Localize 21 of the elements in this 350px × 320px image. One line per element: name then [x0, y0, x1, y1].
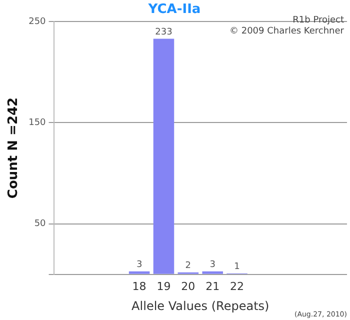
data-label: 1 [234, 262, 240, 272]
x-tick-label: 20 [181, 280, 196, 293]
chart-title: YCA-IIa [147, 2, 201, 18]
annotation: © 2009 Charles Kerchner [229, 26, 344, 36]
y-tick-label: 150 [28, 118, 46, 128]
x-axis-title: Allele Values (Repeats) [132, 298, 270, 313]
bar [153, 38, 174, 274]
data-label: 233 [155, 28, 172, 38]
data-label: 3 [210, 260, 216, 270]
data-label: 2 [185, 261, 192, 272]
x-tick-label: 19 [156, 280, 171, 293]
y-tick-label: 50 [34, 219, 46, 230]
data-label: 3 [136, 260, 142, 270]
x-tick-label: 21 [206, 280, 220, 293]
bar [202, 271, 223, 274]
bar [128, 271, 150, 274]
y-axis-title: Count N =242 [6, 97, 22, 199]
x-tick-label: 22 [230, 280, 244, 293]
y-tick-label: 250 [28, 16, 46, 27]
x-tick-label: 18 [132, 280, 146, 293]
annotation: R1b Project [292, 15, 344, 26]
